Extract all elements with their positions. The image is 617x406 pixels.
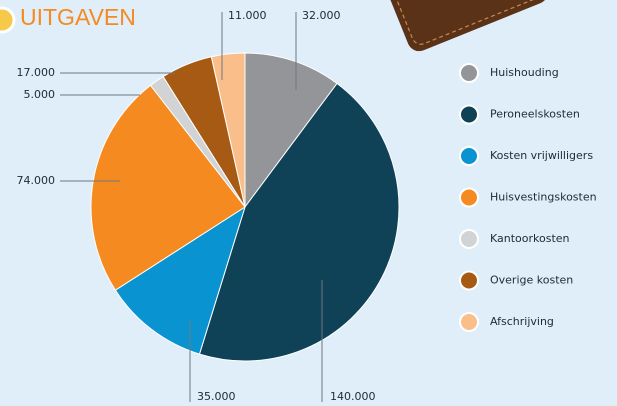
pie-slice [210,52,246,208]
pie-slice [244,52,338,209]
value-label: 74.000 [17,174,56,187]
value-label: 5.000 [24,88,56,101]
legend-label: Kantoorkosten [490,232,570,245]
pie-slice [114,205,246,355]
legend-label: Kosten vrijwilligers [490,149,593,162]
legend-label: Huishouding [490,66,559,79]
legend-marker [459,146,479,166]
title-icon [0,6,16,34]
legend-marker [459,104,479,125]
pie-slice [198,82,400,362]
value-label: 17.000 [17,66,56,79]
legend-label: Afschrijving [490,315,554,328]
legend-label: Huisvestingskosten [490,191,597,204]
wallet [382,0,549,52]
chart-title: UITGAVEN [20,4,136,30]
legend-marker [459,187,479,208]
legend-marker [459,312,479,332]
legend-marker [459,63,479,83]
value-label: 32.000 [302,9,341,22]
legend-label: Peroneelskosten [490,108,580,121]
value-label: 35.000 [197,390,236,403]
value-label: 140.000 [330,390,376,403]
value-label: 11.000 [228,9,267,22]
legend-marker [459,270,479,291]
legend-marker [459,229,479,249]
legend-label: Overige kosten [490,274,573,287]
